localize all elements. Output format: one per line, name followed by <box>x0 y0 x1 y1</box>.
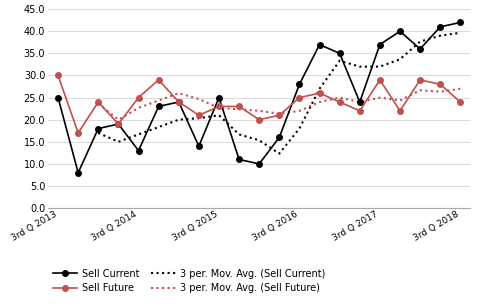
3 per. Mov. Avg. (Sell Future) <box>196 97 202 101</box>
Sell Current <box>297 83 302 86</box>
Sell Current <box>256 162 262 166</box>
Sell Future <box>176 100 181 104</box>
Sell Future <box>337 100 343 104</box>
3 per. Mov. Avg. (Sell Future) <box>216 106 222 110</box>
Sell Current <box>55 96 61 99</box>
Sell Future <box>377 78 383 82</box>
Sell Current <box>397 29 403 33</box>
3 per. Mov. Avg. (Sell Current) <box>317 87 323 91</box>
3 per. Mov. Avg. (Sell Current) <box>216 114 222 117</box>
3 per. Mov. Avg. (Sell Future) <box>377 96 383 99</box>
3 per. Mov. Avg. (Sell Current) <box>176 118 181 121</box>
Sell Current <box>357 100 363 104</box>
3 per. Mov. Avg. (Sell Current) <box>377 65 383 69</box>
3 per. Mov. Avg. (Sell Future) <box>417 88 423 92</box>
Sell Current <box>337 51 343 55</box>
3 per. Mov. Avg. (Sell Future) <box>357 100 363 104</box>
Sell Future <box>216 105 222 108</box>
3 per. Mov. Avg. (Sell Current) <box>417 40 423 43</box>
Sell Current <box>417 47 423 51</box>
Sell Current <box>276 136 282 139</box>
3 per. Mov. Avg. (Sell Future) <box>156 99 161 103</box>
3 per. Mov. Avg. (Sell Future) <box>397 99 403 103</box>
Sell Future <box>417 78 423 82</box>
3 per. Mov. Avg. (Sell Current) <box>457 31 463 35</box>
3 per. Mov. Avg. (Sell Future) <box>276 112 282 116</box>
3 per. Mov. Avg. (Sell Current) <box>337 59 343 63</box>
Sell Current <box>196 144 202 148</box>
3 per. Mov. Avg. (Sell Future) <box>116 118 121 121</box>
Sell Current <box>457 21 463 24</box>
3 per. Mov. Avg. (Sell Future) <box>297 109 302 113</box>
Sell Future <box>236 105 242 108</box>
Sell Current <box>75 171 81 174</box>
3 per. Mov. Avg. (Sell Current) <box>256 139 262 142</box>
3 per. Mov. Avg. (Sell Future) <box>136 106 142 110</box>
Sell Future <box>55 74 61 77</box>
3 per. Mov. Avg. (Sell Future) <box>176 91 181 95</box>
Sell Current <box>216 96 222 99</box>
3 per. Mov. Avg. (Sell Current) <box>357 65 363 69</box>
Sell Current <box>236 158 242 161</box>
3 per. Mov. Avg. (Sell Future) <box>236 107 242 111</box>
Sell Future <box>96 100 101 104</box>
3 per. Mov. Avg. (Sell Future) <box>317 100 323 104</box>
Sell Current <box>116 122 121 126</box>
3 per. Mov. Avg. (Sell Future) <box>256 109 262 113</box>
Sell Future <box>156 78 161 82</box>
Sell Future <box>196 114 202 117</box>
3 per. Mov. Avg. (Sell Future) <box>437 90 443 94</box>
Sell Future <box>256 118 262 121</box>
3 per. Mov. Avg. (Sell Future) <box>457 87 463 91</box>
Sell Current <box>437 25 443 29</box>
Sell Current <box>317 43 323 47</box>
Sell Current <box>96 127 101 130</box>
Sell Future <box>397 109 403 113</box>
3 per. Mov. Avg. (Sell Current) <box>297 127 302 130</box>
Sell Current <box>176 100 181 104</box>
3 per. Mov. Avg. (Sell Current) <box>437 34 443 38</box>
3 per. Mov. Avg. (Sell Current) <box>196 116 202 120</box>
Sell Future <box>437 83 443 86</box>
3 per. Mov. Avg. (Sell Current) <box>156 125 161 129</box>
Sell Current <box>377 43 383 47</box>
Sell Future <box>317 91 323 95</box>
Line: Sell Current: Sell Current <box>55 20 463 176</box>
Line: Sell Future: Sell Future <box>55 73 463 136</box>
3 per. Mov. Avg. (Sell Current) <box>116 140 121 144</box>
Sell Current <box>136 149 142 152</box>
3 per. Mov. Avg. (Sell Current) <box>96 131 101 135</box>
Sell Future <box>357 109 363 113</box>
Sell Current <box>156 105 161 108</box>
Sell Future <box>297 96 302 99</box>
3 per. Mov. Avg. (Sell Current) <box>236 132 242 136</box>
Sell Future <box>457 100 463 104</box>
3 per. Mov. Avg. (Sell Current) <box>397 58 403 61</box>
Sell Future <box>136 96 142 99</box>
Line: 3 per. Mov. Avg. (Sell Current): 3 per. Mov. Avg. (Sell Current) <box>98 33 460 154</box>
3 per. Mov. Avg. (Sell Current) <box>136 132 142 136</box>
Sell Future <box>75 131 81 135</box>
3 per. Mov. Avg. (Sell Future) <box>96 102 101 105</box>
3 per. Mov. Avg. (Sell Current) <box>276 152 282 155</box>
3 per. Mov. Avg. (Sell Future) <box>337 96 343 99</box>
Sell Future <box>116 122 121 126</box>
Legend: Sell Current, Sell Future, 3 per. Mov. Avg. (Sell Current), 3 per. Mov. Avg. (Se: Sell Current, Sell Future, 3 per. Mov. A… <box>53 269 326 293</box>
Line: 3 per. Mov. Avg. (Sell Future): 3 per. Mov. Avg. (Sell Future) <box>98 89 460 120</box>
Sell Future <box>276 114 282 117</box>
